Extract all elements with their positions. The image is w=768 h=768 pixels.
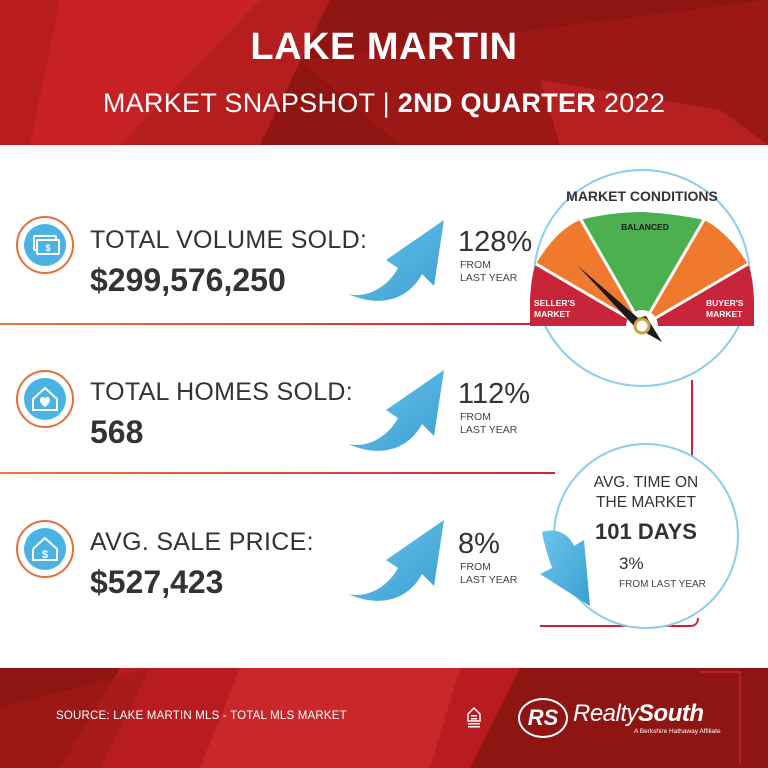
- stat-label: TOTAL HOMES SOLD:: [90, 378, 354, 406]
- up-arrow-icon: [348, 520, 444, 601]
- source-note: SOURCE: LAKE MARTIN MLS - TOTAL MLS MARK…: [56, 710, 347, 722]
- change-note: FROM LAST YEAR: [460, 561, 518, 586]
- header-background: [0, 0, 768, 145]
- up-arrow-icon: [348, 370, 444, 451]
- gauge-dial: [530, 212, 754, 342]
- gauge-label-sellers: SELLER'S MARKET: [534, 298, 576, 319]
- change-percent: 112%: [458, 378, 531, 410]
- brand-tagline: A Berkshire Hathaway Affiliate: [634, 728, 721, 735]
- footer-banner: SOURCE: LAKE MARTIN MLS - TOTAL MLS MARK…: [0, 668, 768, 768]
- time-on-market-title: AVG. TIME ON THE MARKET: [593, 474, 699, 511]
- gauge-label-balanced: BALANCED: [621, 222, 669, 232]
- change-note: FROM LAST YEAR: [460, 259, 518, 284]
- realtysouth-logo-mark: RS: [518, 698, 568, 738]
- svg-text:$: $: [42, 549, 48, 561]
- row-divider: [0, 472, 555, 474]
- footer-background: [0, 668, 741, 768]
- change-percent: 128%: [458, 226, 533, 258]
- change-percent: 8%: [458, 528, 500, 560]
- time-on-market-note: FROM LAST YEAR: [619, 579, 706, 590]
- home-dollar-icon: $: [16, 520, 74, 578]
- realtysouth-brand: RealtySouth: [573, 700, 704, 727]
- change-note: FROM LAST YEAR: [460, 411, 518, 436]
- page-title: LAKE MARTIN: [250, 26, 518, 68]
- market-conditions-gauge: MARKET CONDITIONS BALANCED SELLER'S MARKE…: [522, 168, 762, 398]
- time-on-market-days: 101 DAYS: [595, 519, 697, 544]
- equal-housing-icon: [467, 706, 481, 728]
- row-divider: [0, 323, 548, 325]
- home-heart-icon: [16, 370, 74, 428]
- svg-text:$: $: [45, 243, 50, 253]
- gauge-label-buyers: BUYER'S MARKET: [706, 298, 744, 319]
- market-conditions-title: MARKET CONDITIONS: [566, 188, 718, 204]
- page-subtitle: MARKET SNAPSHOT | 2ND QUARTER 2022: [102, 88, 666, 118]
- money-icon: $: [16, 216, 74, 274]
- stat-label: TOTAL VOLUME SOLD:: [90, 226, 368, 254]
- up-arrow-icon: [348, 220, 444, 301]
- stat-label: AVG. SALE PRICE:: [90, 528, 314, 556]
- header-banner: LAKE MARTIN MARKET SNAPSHOT | 2ND QUARTE…: [0, 0, 768, 145]
- down-arrow-icon: [540, 530, 590, 606]
- stat-value: $527,423: [90, 564, 224, 600]
- stat-value: 568: [90, 414, 144, 450]
- time-on-market-change: 3%: [619, 554, 644, 573]
- stat-value: $299,576,250: [90, 262, 286, 298]
